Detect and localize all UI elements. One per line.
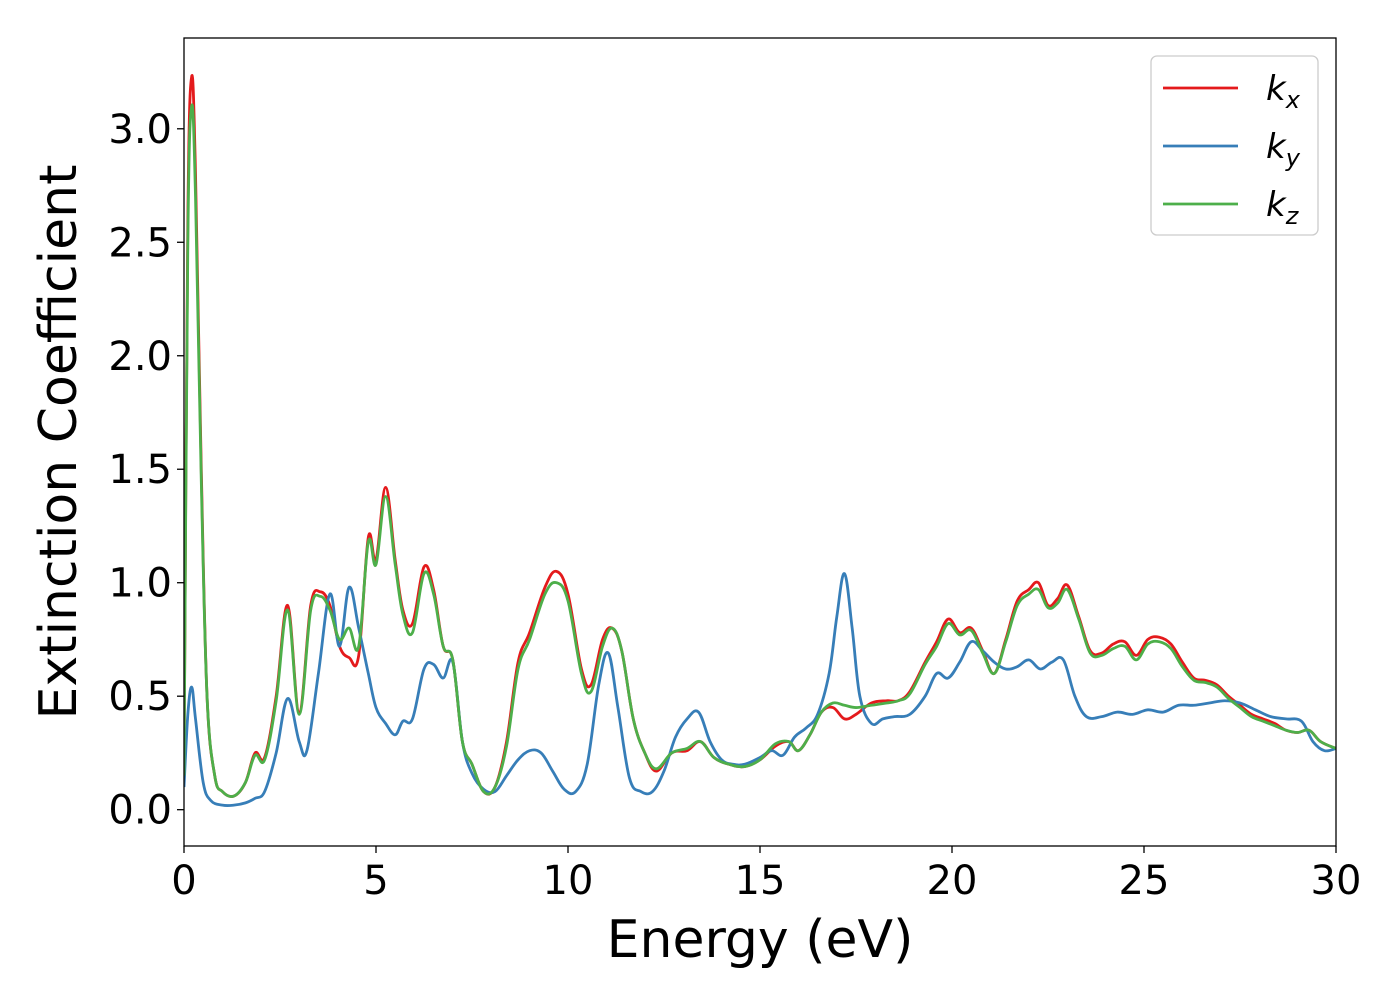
x-tick-label: 15 <box>735 858 786 904</box>
y-tick-label: 1.5 <box>108 447 172 493</box>
series-line-k-y <box>184 572 1336 808</box>
y-axis-ticks: 0.0 0.5 1.0 1.5 2.0 2.5 3.0 <box>108 107 184 834</box>
x-tick-label: 10 <box>543 858 594 904</box>
y-tick-label: 0.5 <box>108 674 172 720</box>
y-tick-label: 0.0 <box>108 788 172 834</box>
x-axis-ticks: 0 5 10 15 20 25 30 <box>171 846 1361 904</box>
series-layer <box>184 74 1336 808</box>
x-tick-label: 30 <box>1311 858 1362 904</box>
y-tick-label: 3.0 <box>108 107 172 153</box>
y-tick-label: 2.5 <box>108 220 172 266</box>
legend-label: ky <box>1266 127 1301 172</box>
series-line-k-z <box>184 103 1336 798</box>
y-tick-label: 1.0 <box>108 561 172 607</box>
legend-label: kx <box>1266 69 1301 114</box>
x-tick-label: 20 <box>927 858 978 904</box>
x-tick-label: 5 <box>363 858 388 904</box>
y-tick-label: 2.0 <box>108 334 172 380</box>
legend-label: kz <box>1266 185 1300 230</box>
legend: kx ky kz <box>1150 55 1319 236</box>
y-axis-title: Extinction Coefficient <box>29 165 89 720</box>
x-tick-label: 0 <box>171 858 196 904</box>
x-tick-label: 25 <box>1119 858 1170 904</box>
x-axis-title: Energy (eV) <box>607 910 914 970</box>
